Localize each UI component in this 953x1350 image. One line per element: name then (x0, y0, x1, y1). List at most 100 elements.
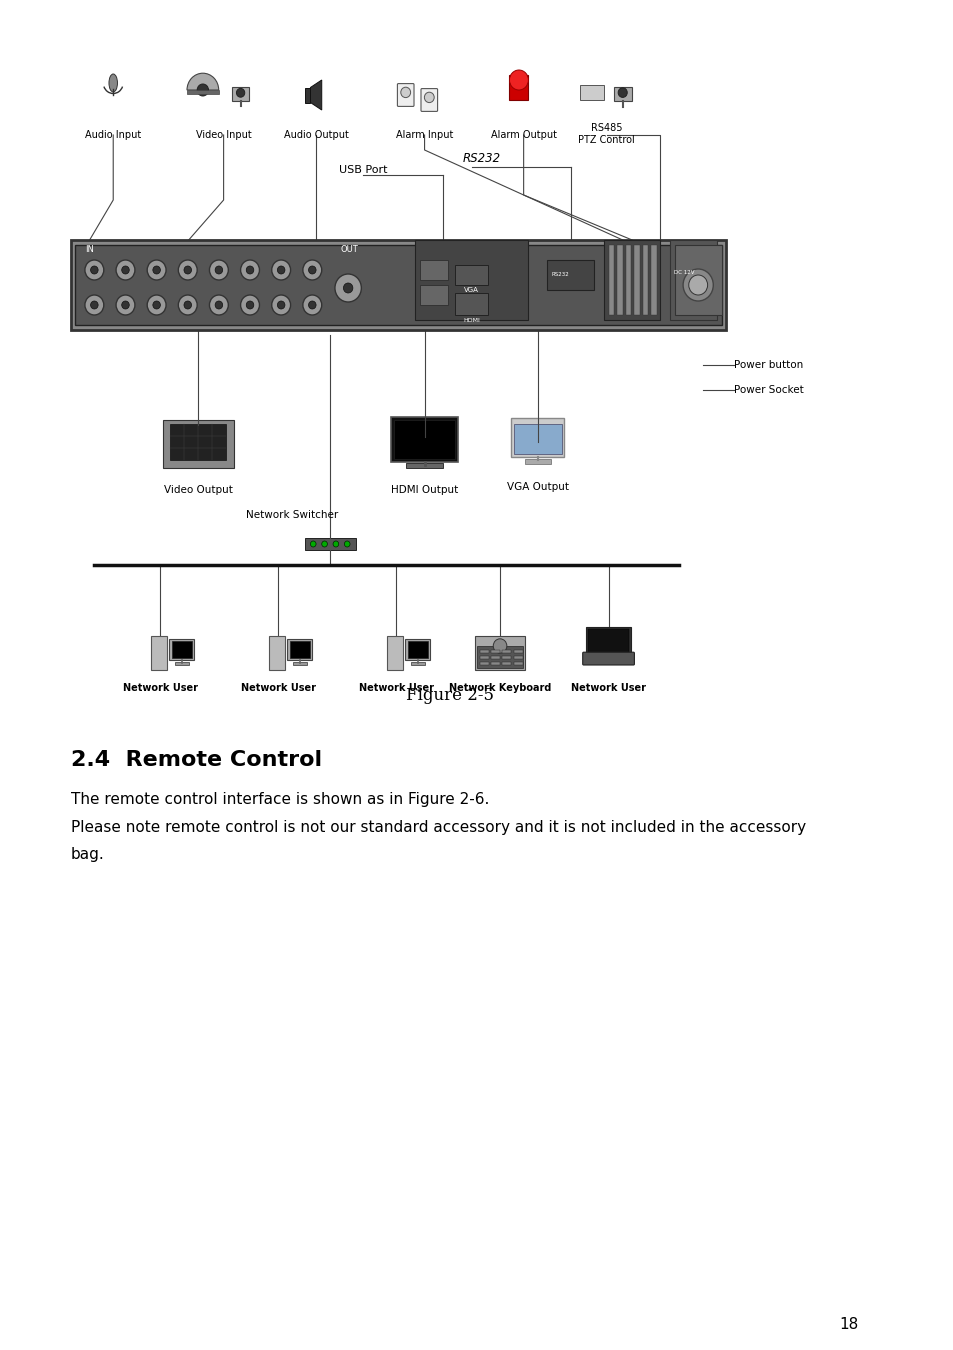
Bar (514, 424, 561, 455)
Ellipse shape (109, 74, 117, 92)
Bar (407, 641, 428, 657)
Bar (491, 662, 499, 666)
Ellipse shape (618, 88, 626, 97)
Circle shape (310, 541, 315, 547)
Bar (405, 639, 430, 660)
Circle shape (424, 92, 434, 103)
Bar (669, 240, 717, 320)
Circle shape (210, 261, 228, 279)
Text: IN: IN (85, 246, 93, 255)
Text: Network User: Network User (571, 683, 645, 693)
Bar (419, 261, 448, 279)
Circle shape (335, 274, 361, 302)
Bar (613, 86, 631, 101)
Bar (579, 85, 603, 100)
Circle shape (272, 296, 291, 315)
Text: Video Output: Video Output (164, 485, 233, 495)
Circle shape (178, 296, 197, 315)
Text: 18: 18 (839, 1318, 858, 1332)
Text: USB Port: USB Port (338, 165, 387, 176)
Circle shape (308, 301, 315, 309)
Circle shape (214, 301, 222, 309)
Bar (513, 656, 522, 659)
Circle shape (152, 301, 160, 309)
Bar (502, 656, 511, 659)
Bar (502, 649, 511, 653)
Ellipse shape (197, 84, 209, 96)
Bar (170, 639, 194, 660)
Text: 2.4  Remote Control: 2.4 Remote Control (71, 751, 321, 769)
Wedge shape (187, 73, 218, 90)
Bar (406, 463, 442, 468)
Circle shape (122, 301, 129, 309)
Circle shape (91, 301, 98, 309)
Polygon shape (310, 80, 321, 109)
Bar (75, 244, 721, 325)
Bar (187, 90, 218, 93)
Text: VGA: VGA (464, 288, 478, 293)
FancyBboxPatch shape (582, 652, 634, 666)
Bar (175, 662, 189, 666)
Bar (455, 293, 487, 315)
Circle shape (184, 266, 192, 274)
Bar (304, 88, 310, 103)
Bar (513, 662, 522, 666)
Text: HDMI Output: HDMI Output (391, 485, 457, 495)
Bar (603, 240, 659, 320)
Bar (172, 641, 192, 657)
Bar (547, 261, 594, 290)
Bar (617, 244, 622, 315)
Circle shape (178, 261, 197, 279)
Text: Please note remote control is not our standard accessory and it is not included : Please note remote control is not our st… (71, 819, 805, 836)
Circle shape (321, 541, 327, 547)
Text: Power Socket: Power Socket (733, 385, 803, 396)
Bar (585, 626, 631, 656)
Circle shape (493, 639, 506, 653)
Bar (674, 244, 721, 315)
Circle shape (240, 261, 259, 279)
Bar (509, 76, 528, 100)
Bar (511, 418, 563, 458)
Circle shape (688, 275, 707, 296)
Bar (491, 656, 499, 659)
Bar (588, 629, 628, 653)
Bar (491, 649, 499, 653)
Bar (642, 244, 647, 315)
Circle shape (85, 261, 104, 279)
Text: Network User: Network User (123, 683, 197, 693)
Text: VGA Output: VGA Output (506, 482, 568, 491)
Bar (290, 641, 310, 657)
Bar (476, 647, 522, 668)
Bar (475, 636, 524, 670)
Bar (387, 636, 402, 670)
Text: bag.: bag. (71, 846, 105, 863)
Bar (391, 417, 457, 462)
Circle shape (122, 266, 129, 274)
Circle shape (302, 296, 321, 315)
Circle shape (400, 88, 410, 97)
Text: Figure 2-5: Figure 2-5 (406, 687, 494, 703)
Text: DC 12V: DC 12V (673, 270, 694, 274)
Bar (287, 639, 312, 660)
Circle shape (302, 261, 321, 279)
Circle shape (277, 301, 285, 309)
Bar (411, 662, 424, 666)
Circle shape (116, 261, 134, 279)
Text: HDMI: HDMI (463, 319, 479, 323)
Circle shape (246, 301, 253, 309)
Text: Network Switcher: Network Switcher (246, 510, 338, 520)
Text: Power button: Power button (733, 360, 802, 370)
Bar (163, 420, 233, 467)
Text: Network User: Network User (240, 683, 315, 693)
Text: Alarm Output: Alarm Output (490, 130, 556, 140)
Text: RS485
PTZ Control: RS485 PTZ Control (578, 123, 635, 144)
Circle shape (343, 284, 353, 293)
Circle shape (85, 296, 104, 315)
Bar (524, 459, 551, 464)
Circle shape (682, 269, 713, 301)
Text: Network User: Network User (358, 683, 434, 693)
Bar (419, 285, 448, 305)
Circle shape (246, 266, 253, 274)
Text: Alarm Input: Alarm Input (395, 130, 453, 140)
Text: The remote control interface is shown as in Figure 2-6.: The remote control interface is shown as… (71, 792, 489, 807)
